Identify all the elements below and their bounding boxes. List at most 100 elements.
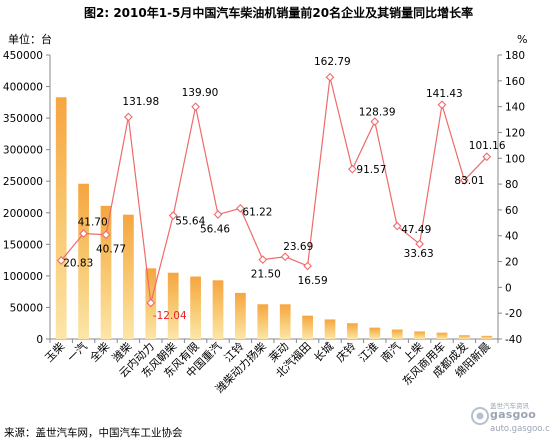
- x-category-label: 全柴: [87, 339, 112, 364]
- growth-point: [482, 152, 492, 162]
- right-unit-label: %: [517, 33, 527, 46]
- x-category-label: 长城: [311, 340, 336, 365]
- bar: [414, 331, 425, 339]
- right-tick-label: 100: [505, 153, 525, 165]
- right-tick-label: 180: [505, 50, 525, 62]
- left-tick-label: 0: [36, 334, 43, 346]
- growth-point: [236, 203, 245, 213]
- bar: [459, 335, 470, 339]
- growth-data-label: 56.46: [200, 223, 230, 235]
- bar: [481, 335, 493, 339]
- right-tick-label: 120: [505, 127, 525, 139]
- growth-data-label: 61.22: [242, 206, 272, 218]
- growth-point: [213, 210, 223, 219]
- x-category-label: 一汽: [64, 339, 89, 364]
- bar: [302, 315, 313, 339]
- growth-point: [370, 117, 380, 127]
- x-category-label: 江淮: [356, 340, 381, 365]
- bar: [235, 292, 246, 339]
- bar: [347, 323, 358, 339]
- growth-data-label: 141.43: [426, 88, 463, 100]
- left-tick-label: 300000: [3, 145, 43, 157]
- bar: [212, 280, 224, 339]
- growth-point: [325, 72, 335, 82]
- bar: [78, 183, 89, 339]
- growth-point: [101, 230, 111, 240]
- left-tick-label: 150000: [3, 239, 43, 251]
- left-tick-label: 450000: [3, 50, 43, 62]
- left-tick-label: 200000: [3, 208, 43, 220]
- growth-point: [303, 261, 312, 271]
- bar: [100, 205, 112, 339]
- right-tick-label: 0: [505, 282, 512, 294]
- growth-data-label: 41.70: [78, 217, 108, 229]
- right-tick-label: 60: [505, 205, 518, 217]
- right-tick-label: 140: [505, 102, 525, 114]
- growth-data-label: 91.57: [356, 164, 386, 176]
- x-category-label: 庆铃: [333, 339, 358, 364]
- growth-data-label: 47.49: [401, 224, 431, 236]
- growth-point: [415, 239, 424, 249]
- growth-point: [191, 102, 200, 112]
- growth-point: [460, 175, 469, 185]
- bar: [123, 214, 134, 339]
- left-tick-label: 50000: [10, 302, 43, 314]
- growth-line: [60, 77, 488, 304]
- left-tick-label: 250000: [3, 176, 43, 188]
- right-tick-label: 40: [505, 231, 518, 243]
- growth-data-label: 139.90: [182, 87, 219, 99]
- left-tick-label: 400000: [3, 82, 43, 94]
- chart-title: 图2: 2010年1-5月中国汽车柴油机销量前20名企业及其销量同比增长率: [84, 5, 473, 20]
- right-tick-label: 80: [505, 179, 518, 191]
- growth-data-label: -12.04: [153, 310, 187, 322]
- growth-data-label: 162.79: [314, 56, 351, 68]
- growth-point: [348, 164, 357, 174]
- left-tick-label: 100000: [3, 271, 43, 283]
- growth-data-label: 23.69: [283, 241, 313, 253]
- bar: [167, 272, 179, 339]
- growth-data-label: 131.98: [122, 96, 159, 108]
- right-tick-label: 160: [505, 76, 525, 88]
- bar: [257, 304, 269, 339]
- right-tick-label: -40: [505, 334, 522, 346]
- growth-data-label: 16.59: [298, 275, 328, 287]
- watermark-cn: 盖世汽车资讯: [490, 402, 529, 410]
- gasgoo-logo-icon: [471, 407, 489, 425]
- axes: 0 50000 100000 150000 200000 250000 300000 3500…: [3, 50, 525, 346]
- growth-point: [280, 252, 290, 262]
- bar-series: [55, 97, 493, 339]
- growth-point: [437, 100, 447, 110]
- watermark-brand: gasgoo: [490, 408, 537, 421]
- bar: [279, 304, 291, 339]
- growth-point: [79, 229, 88, 238]
- growth-data-label: 83.01: [454, 175, 484, 187]
- right-tick-label: -20: [505, 308, 522, 320]
- growth-line-series: 20.83 41.70 40.77 131.98 -12.04 55.64 139.90 56…: [56, 56, 506, 322]
- right-tick-label: 20: [505, 257, 518, 269]
- gasgoo-watermark: 盖世汽车资讯 gasgoo auto.gasgoo.com: [468, 400, 550, 438]
- growth-data-label: 33.63: [404, 248, 434, 260]
- growth-data-label: 128.39: [359, 107, 396, 119]
- left-tick-label: 350000: [3, 113, 43, 125]
- growth-point: [258, 255, 268, 264]
- source-note: 来源：盖世汽车网，中国汽车工业协会: [4, 427, 183, 439]
- growth-data-label: 21.50: [251, 269, 281, 281]
- bar: [324, 319, 336, 339]
- growth-point: [124, 112, 133, 122]
- growth-point: [392, 221, 402, 231]
- left-unit-label: 单位：台: [8, 32, 52, 46]
- growth-data-label: 55.64: [175, 216, 205, 228]
- bar: [436, 332, 448, 339]
- bar: [391, 329, 403, 339]
- x-category-label: 南汽: [378, 339, 403, 364]
- bar: [55, 97, 67, 339]
- x-category-label: 玉柴: [42, 339, 67, 364]
- x-tick-labels: 玉柴一汽全柴潍柴云内动力东风朝柴东风有限中国重汽江铃潍柴动力扬柴莱动北汽福田长城…: [42, 339, 493, 396]
- growth-point: [146, 298, 156, 308]
- growth-data-label: 40.77: [96, 244, 126, 256]
- growth-data-label: 20.83: [63, 257, 93, 269]
- growth-point: [56, 256, 66, 265]
- bar: [190, 276, 201, 339]
- growth-point: [168, 211, 178, 220]
